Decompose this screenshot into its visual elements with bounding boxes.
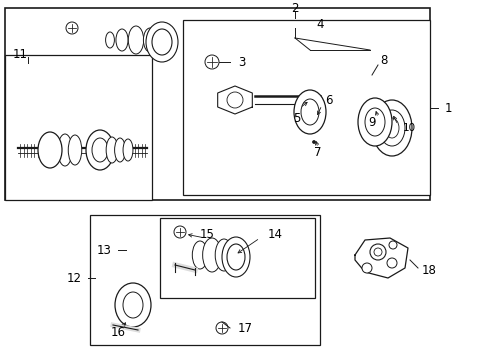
Ellipse shape — [357, 98, 391, 146]
Text: 14: 14 — [267, 229, 283, 242]
Circle shape — [174, 226, 185, 238]
Ellipse shape — [293, 90, 325, 134]
Ellipse shape — [384, 118, 398, 138]
Text: 11: 11 — [13, 48, 27, 60]
Bar — [183, 20, 429, 195]
Circle shape — [388, 241, 396, 249]
Ellipse shape — [58, 134, 72, 166]
Circle shape — [312, 140, 315, 144]
Text: 15: 15 — [200, 229, 215, 242]
Circle shape — [204, 55, 219, 69]
Bar — [5, 55, 152, 200]
Text: 3: 3 — [238, 55, 245, 68]
Ellipse shape — [92, 138, 108, 162]
Ellipse shape — [152, 29, 172, 55]
Text: 2: 2 — [291, 1, 298, 14]
Circle shape — [369, 244, 385, 260]
Ellipse shape — [106, 137, 118, 163]
Ellipse shape — [202, 238, 221, 272]
Ellipse shape — [38, 132, 62, 168]
Text: 1: 1 — [444, 102, 451, 114]
Ellipse shape — [68, 135, 81, 165]
Text: 10: 10 — [402, 123, 415, 133]
Ellipse shape — [192, 241, 207, 269]
Ellipse shape — [146, 22, 178, 62]
Ellipse shape — [378, 110, 404, 146]
Text: 8: 8 — [379, 54, 386, 67]
Text: 5: 5 — [293, 112, 300, 125]
Ellipse shape — [115, 283, 151, 327]
Circle shape — [66, 22, 78, 34]
Text: 12: 12 — [67, 271, 82, 284]
Bar — [5, 8, 429, 200]
Text: 16: 16 — [110, 327, 125, 339]
Bar — [90, 215, 319, 345]
Ellipse shape — [222, 237, 249, 277]
Text: 17: 17 — [238, 321, 252, 334]
Ellipse shape — [364, 108, 384, 136]
Ellipse shape — [86, 130, 114, 170]
Ellipse shape — [105, 32, 114, 48]
Text: 13: 13 — [97, 243, 112, 256]
Circle shape — [361, 263, 371, 273]
Circle shape — [373, 248, 381, 256]
Ellipse shape — [128, 26, 143, 54]
Text: 18: 18 — [421, 264, 436, 276]
Text: 6: 6 — [325, 94, 332, 107]
Ellipse shape — [301, 99, 318, 125]
Circle shape — [216, 322, 227, 334]
Ellipse shape — [371, 100, 411, 156]
Text: 4: 4 — [316, 18, 323, 31]
Circle shape — [226, 92, 243, 108]
Bar — [160, 218, 314, 298]
Ellipse shape — [226, 244, 244, 270]
Text: 7: 7 — [314, 147, 321, 159]
Ellipse shape — [123, 292, 142, 318]
Ellipse shape — [143, 28, 156, 52]
Text: 9: 9 — [368, 117, 375, 130]
Ellipse shape — [116, 29, 128, 51]
Ellipse shape — [114, 138, 125, 162]
Ellipse shape — [49, 136, 61, 164]
Circle shape — [386, 258, 396, 268]
Ellipse shape — [123, 139, 133, 161]
Ellipse shape — [215, 239, 232, 271]
